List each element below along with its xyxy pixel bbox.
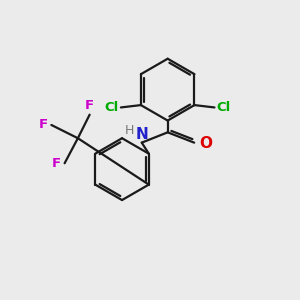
Text: H: H — [125, 124, 134, 137]
Text: Cl: Cl — [104, 101, 118, 114]
Text: F: F — [52, 157, 61, 170]
Text: F: F — [39, 118, 48, 131]
Text: F: F — [85, 99, 94, 112]
Text: N: N — [136, 127, 149, 142]
Text: O: O — [200, 136, 212, 151]
Text: Cl: Cl — [217, 101, 231, 114]
